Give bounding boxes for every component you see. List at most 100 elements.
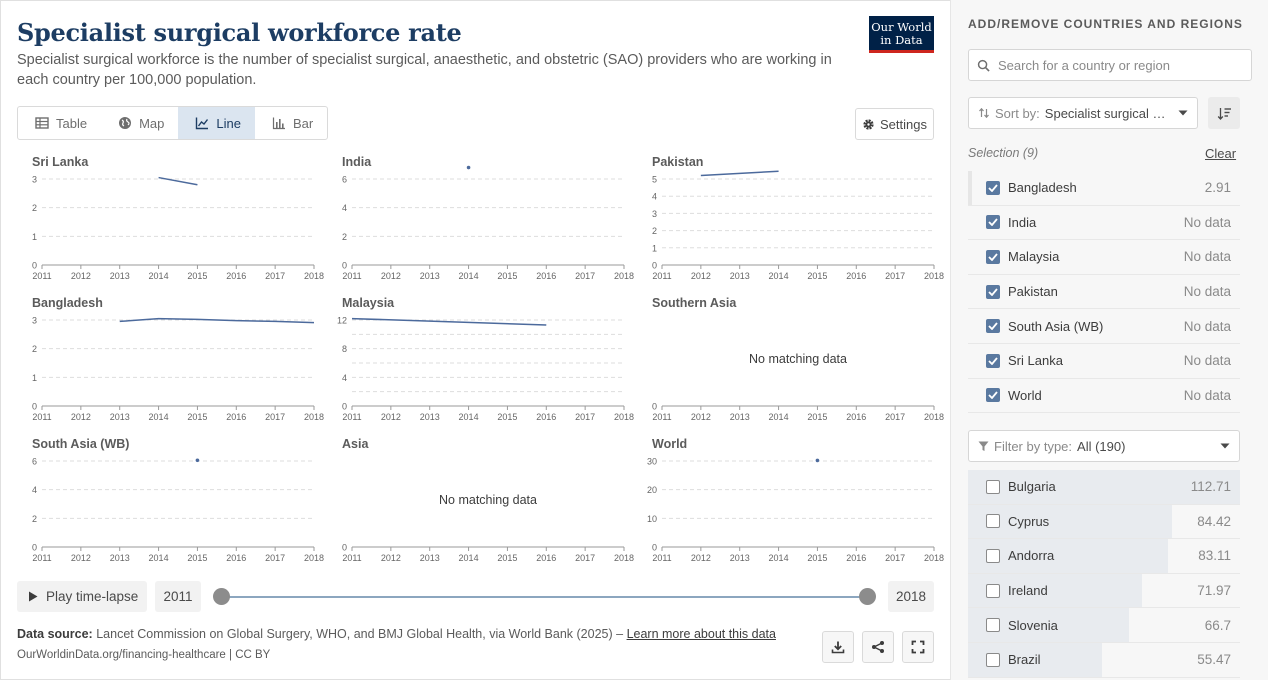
entity-value: 55.47 <box>1197 652 1231 668</box>
x-tick-label: 2015 <box>187 412 207 422</box>
clear-selection-link[interactable]: Clear <box>1205 146 1237 161</box>
filter-dropdown[interactable]: Filter by type: All (190) <box>968 430 1240 462</box>
data-point[interactable] <box>195 458 200 463</box>
search-input[interactable] <box>998 57 1238 73</box>
timeline-end-handle[interactable] <box>859 588 876 605</box>
x-tick-label: 2016 <box>536 271 556 281</box>
x-tick-label: 2012 <box>381 271 401 281</box>
panel-title: South Asia (WB) <box>32 437 129 451</box>
row-highlight <box>968 171 972 205</box>
checkmark-icon <box>988 218 998 227</box>
timeline-end-year[interactable]: 2018 <box>888 581 934 612</box>
entity-name: Bangladesh <box>1008 180 1077 196</box>
selected-entity-row[interactable]: Sri Lanka No data <box>968 344 1240 379</box>
tab-bar-label: Bar <box>292 115 314 131</box>
share-icon <box>872 641 884 653</box>
entity-name: Slovenia <box>1008 617 1058 633</box>
share-button[interactable] <box>862 631 894 663</box>
selected-entity-row[interactable]: India No data <box>968 206 1240 241</box>
y-tick-label: 0 <box>32 261 37 271</box>
data-point[interactable] <box>815 458 820 463</box>
selected-entity-row[interactable]: Bangladesh 2.91 <box>968 171 1240 206</box>
series-line[interactable] <box>119 317 315 324</box>
entity-checkbox[interactable] <box>986 249 1000 264</box>
no-data-message: No matching data <box>439 493 537 507</box>
x-tick-label: 2016 <box>846 412 866 422</box>
panel-title: India <box>342 155 372 169</box>
y-tick-label: 6 <box>342 175 347 185</box>
y-tick-label: 3 <box>32 175 37 185</box>
entity-checkbox[interactable] <box>986 548 1000 563</box>
timeline-start-year[interactable]: 2011 <box>155 581 201 612</box>
x-tick-label: 2015 <box>807 412 827 422</box>
x-tick-label: 2013 <box>420 412 440 422</box>
tab-table-label: Table <box>56 115 88 131</box>
no-data-message: No matching data <box>749 352 847 366</box>
entity-checkbox[interactable] <box>986 652 1000 667</box>
entity-checkbox[interactable] <box>986 514 1000 529</box>
checkmark-icon <box>988 322 998 331</box>
y-tick-label: 4 <box>652 192 657 202</box>
selected-entity-row[interactable]: South Asia (WB) No data <box>968 309 1240 344</box>
entity-checkbox[interactable] <box>986 319 1000 334</box>
y-tick-label: 5 <box>652 175 657 185</box>
available-entity-row[interactable]: Cyprus 84.42 <box>968 504 1240 540</box>
play-timelapse-button[interactable]: Play time-lapse <box>17 581 147 612</box>
filter-label: Filter by type: <box>994 438 1073 454</box>
available-entity-row[interactable]: Ireland 71.97 <box>968 573 1240 609</box>
selected-entity-row[interactable]: Pakistan No data <box>968 275 1240 310</box>
entity-checkbox[interactable] <box>986 353 1000 368</box>
series-line[interactable] <box>158 176 198 186</box>
download-button[interactable] <box>822 631 854 663</box>
entity-value: 83.11 <box>1198 548 1231 564</box>
tab-table[interactable]: Table <box>18 107 101 139</box>
available-entity-row[interactable]: Brazil 55.47 <box>968 642 1240 678</box>
entity-checkbox[interactable] <box>986 284 1000 299</box>
entity-name: Bulgaria <box>1008 479 1056 495</box>
tab-line[interactable]: Line <box>178 107 255 139</box>
y-tick-label: 6 <box>32 457 37 467</box>
learn-more-link[interactable]: Learn more about this data <box>626 627 776 641</box>
data-point[interactable] <box>466 165 471 170</box>
series-line[interactable] <box>700 170 779 177</box>
series-line[interactable] <box>351 317 547 326</box>
y-tick-label: 0 <box>652 261 657 271</box>
checkmark-icon <box>988 288 998 296</box>
line-chart-icon <box>196 117 209 130</box>
entity-checkbox[interactable] <box>986 215 1000 230</box>
available-entity-row[interactable]: Andorra 83.11 <box>968 539 1240 574</box>
value-bar <box>968 470 1240 504</box>
x-tick-label: 2011 <box>342 412 361 422</box>
selected-entity-row[interactable]: Malaysia No data <box>968 240 1240 275</box>
x-tick-label: 2015 <box>187 553 207 563</box>
tab-bar[interactable]: Bar <box>255 107 327 139</box>
entity-value: 112.71 <box>1190 479 1231 495</box>
x-tick-label: 2018 <box>614 553 634 563</box>
timeline-track[interactable] <box>221 596 868 598</box>
x-tick-label: 2011 <box>652 412 671 422</box>
available-entity-row[interactable]: Bulgaria 112.71 <box>968 470 1240 505</box>
owid-logo[interactable]: Our World in Data <box>869 16 934 53</box>
x-tick-label: 2018 <box>924 271 944 281</box>
sort-dropdown[interactable]: Sort by: Specialist surgical workforce r… <box>968 97 1198 129</box>
timeline-start-handle[interactable] <box>213 588 230 605</box>
entity-checkbox[interactable] <box>986 618 1000 633</box>
entity-name: World <box>1008 387 1042 403</box>
entity-checkbox[interactable] <box>986 180 1000 195</box>
settings-button[interactable]: Settings <box>855 108 934 140</box>
y-tick-label: 2 <box>32 203 37 213</box>
entity-checkbox[interactable] <box>986 583 1000 598</box>
page-subtitle: Specialist surgical workforce is the num… <box>17 52 832 88</box>
selected-entity-row[interactable]: World No data <box>968 379 1240 414</box>
fullscreen-button[interactable] <box>902 631 934 663</box>
sort-direction-button[interactable] <box>1208 97 1240 129</box>
entity-checkbox[interactable] <box>986 388 1000 403</box>
y-tick-label: 4 <box>342 373 347 383</box>
available-entity-row[interactable]: Slovenia 66.7 <box>968 608 1240 643</box>
y-tick-label: 2 <box>342 232 347 242</box>
x-tick-label: 2014 <box>769 271 789 281</box>
tab-map[interactable]: Map <box>101 107 178 139</box>
x-tick-label: 2013 <box>420 553 440 563</box>
entity-checkbox[interactable] <box>986 479 1000 494</box>
y-tick-label: 2 <box>32 514 37 524</box>
